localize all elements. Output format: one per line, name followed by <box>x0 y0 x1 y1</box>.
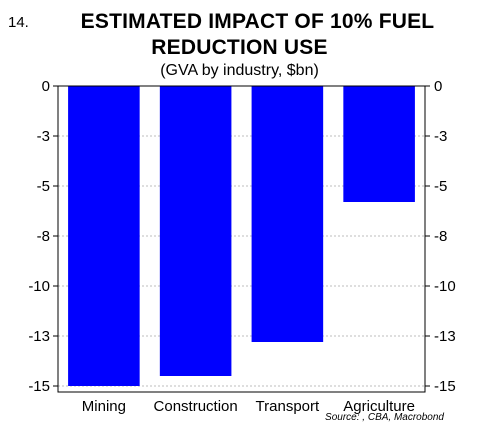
y-tick-label-right: -3 <box>434 128 447 145</box>
y-tick-label-left: -15 <box>28 378 50 395</box>
source-note: Source: , CBA, Macrobond <box>325 412 444 423</box>
label-layer: 0 0 -3 -3 -5 -5 -8 -8 -10 -10 -13 -13 -15 -15 Mining Co… <box>28 78 455 415</box>
y-tick-label-left: -13 <box>28 328 50 345</box>
x-category-label: Transport <box>256 398 320 415</box>
bar-transport <box>251 86 324 342</box>
chart-title-line2: REDUCTION USE <box>151 36 328 59</box>
chart-subtitle: (GVA by industry, $bn) <box>160 62 319 79</box>
y-tick-label-right: -5 <box>434 178 447 195</box>
y-tick-label-left: -5 <box>37 178 50 195</box>
y-tick-label-right: -10 <box>434 278 456 295</box>
x-category-label: Agriculture <box>343 398 415 415</box>
y-tick-label-left: -8 <box>37 228 50 245</box>
bar-mining <box>68 86 140 386</box>
y-tick-label-right: 0 <box>434 78 442 95</box>
x-category-label: Mining <box>82 398 126 415</box>
y-tick-label-right: -8 <box>434 228 447 245</box>
y-tick-label-left: 0 <box>42 78 50 95</box>
bar-layer <box>68 86 415 386</box>
bar-agriculture <box>343 86 415 202</box>
bar-construction <box>159 86 232 376</box>
y-tick-label-left: -10 <box>28 278 50 295</box>
axis-layer <box>53 85 430 393</box>
chart-title-line1: ESTIMATED IMPACT OF 10% FUEL <box>80 10 435 33</box>
y-tick-label-right: -15 <box>434 378 456 395</box>
plot-frame <box>57 85 426 393</box>
y-tick-label-right: -13 <box>434 328 456 345</box>
x-category-label: Construction <box>154 398 238 415</box>
figure-number: 14. <box>8 14 29 31</box>
y-tick-label-left: -3 <box>37 128 50 145</box>
